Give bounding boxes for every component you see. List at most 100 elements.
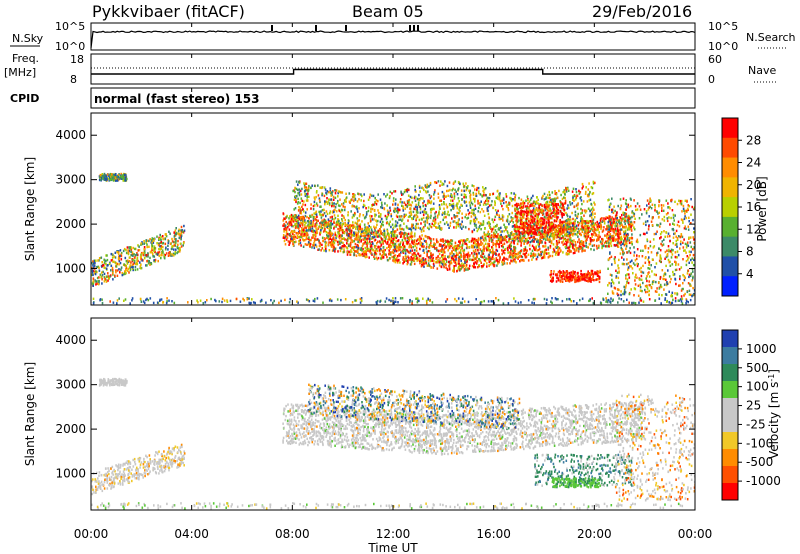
scatter-cell [393, 260, 395, 263]
freq-tick-top: 18 [70, 53, 84, 66]
scatter-cell [292, 225, 295, 228]
scatter-cell [406, 205, 409, 208]
scatter-cell [672, 298, 674, 301]
scatter-cell [461, 301, 463, 304]
scatter-cell [132, 268, 134, 272]
scatter-cell [525, 255, 528, 258]
scatter-cell [556, 251, 558, 254]
scatter-cell [363, 253, 366, 256]
scatter-cell [310, 222, 312, 225]
scatter-cell [140, 300, 143, 303]
scatter-cell [335, 225, 337, 228]
scatter-cell [563, 189, 565, 192]
scatter-cell [356, 249, 359, 253]
scatter-cell [568, 250, 571, 254]
scatter-cell [680, 300, 683, 303]
scatter-cell [404, 258, 406, 261]
scatter-cell [407, 241, 410, 244]
scatter-cell [433, 242, 435, 245]
scatter-cell [284, 227, 287, 231]
scatter-cell [329, 216, 332, 219]
scatter-cell [446, 189, 448, 193]
scatter-cell [486, 262, 488, 265]
cpid-panel: CPID normal (fast stereo) 153 [10, 87, 696, 109]
freq-label-1: Freq. [12, 52, 39, 65]
scatter-cell [540, 254, 542, 257]
scatter-cell [329, 237, 331, 240]
scatter-cell [371, 248, 374, 251]
scatter-cell [555, 298, 558, 301]
scatter-cell [160, 244, 163, 248]
scatter-cell [549, 240, 551, 243]
scatter-cell [509, 262, 511, 265]
scatter-cell [626, 298, 628, 301]
scatter-cell [119, 249, 122, 252]
scatter-cell [475, 257, 477, 261]
scatter-cell [349, 229, 351, 233]
scatter-cell [136, 262, 139, 266]
scatter-cell [140, 256, 142, 259]
scatter-cell [297, 301, 299, 304]
scatter-cell [334, 250, 336, 253]
scatter-cell [428, 246, 431, 249]
scatter-cell [497, 298, 500, 302]
scatter-cell [422, 264, 424, 267]
scatter-cell [478, 252, 480, 255]
scatter-cell [375, 253, 378, 256]
scatter-cell [428, 264, 431, 267]
scatter-cell [339, 249, 342, 253]
scatter-cell [406, 190, 409, 193]
scatter-cell [365, 248, 368, 251]
scatter-cell [565, 190, 568, 193]
scatter-cell [136, 258, 138, 261]
scatter-cell [473, 252, 476, 256]
scatter-cell [251, 298, 253, 301]
scatter-cell [438, 213, 440, 216]
scatter-cell [339, 224, 341, 228]
scatter-cell [435, 181, 438, 184]
scatter-cell [541, 229, 544, 232]
scatter-cell [469, 196, 472, 199]
scatter-cell [408, 246, 410, 249]
scatter-cell [368, 247, 370, 251]
scatter-cell [453, 260, 455, 263]
scatter-cell [530, 240, 533, 243]
scatter-cell [169, 252, 172, 256]
scatter-cell [386, 255, 388, 259]
scatter-cell [393, 242, 396, 246]
scatter-cell [303, 233, 305, 236]
scatter-cell [409, 215, 411, 218]
scatter-cell [483, 249, 485, 252]
scatter-cell [586, 236, 589, 239]
scatter-cell [392, 197, 395, 200]
scatter-cell [679, 298, 682, 301]
scatter-cell [383, 229, 386, 233]
scatter-cell [604, 234, 606, 237]
scatter-cell [578, 247, 580, 251]
scatter-cell [552, 228, 554, 231]
scatter-cell [463, 263, 465, 266]
scatter-cell [476, 260, 479, 263]
scatter-cell [461, 239, 464, 242]
scatter-cell [391, 255, 393, 259]
scatter-cell [151, 248, 153, 252]
scatter-cell [594, 203, 596, 206]
scatter-cell [503, 223, 505, 226]
scatter-cell [390, 299, 392, 302]
scatter-cell [358, 241, 360, 244]
scatter-cell [408, 239, 411, 242]
scatter-cell [386, 228, 389, 231]
scatter-cell [562, 191, 564, 194]
scatter-cell [101, 301, 104, 305]
scatter-cell [93, 264, 96, 268]
scatter-cell [587, 246, 589, 249]
scatter-cell [409, 251, 412, 254]
scatter-cell [447, 189, 450, 192]
scatter-cell [628, 217, 630, 220]
scatter-cell [298, 209, 300, 212]
scatter-cell [403, 248, 406, 252]
scatter-cell [119, 261, 122, 265]
scatter-cell [221, 297, 224, 300]
scatter-cell [103, 172, 106, 176]
scatter-cell [171, 300, 173, 303]
